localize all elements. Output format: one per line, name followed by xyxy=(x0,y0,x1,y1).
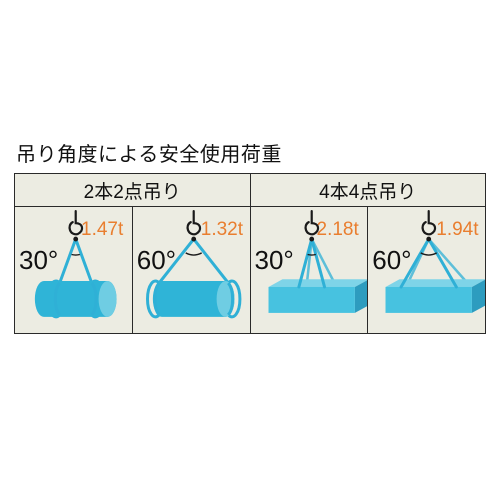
cylinder-sling-icon xyxy=(15,207,132,333)
cell-2pt-30: 30°1.47t xyxy=(15,207,132,333)
page-title: 吊り角度による安全使用荷重 xyxy=(16,138,486,167)
cylinder-sling-icon xyxy=(133,207,250,333)
header-2leg: 2本2点吊り xyxy=(15,174,251,207)
header-4leg: 4本4点吊り xyxy=(250,174,486,207)
cell-4pt-30: 30°2.18t xyxy=(251,207,368,333)
cell-2pt-60: 60°1.32t xyxy=(133,207,250,333)
box-sling-icon xyxy=(368,207,485,333)
box-sling-icon xyxy=(251,207,368,333)
load-table: 2本2点吊り 4本4点吊り 30°1.47t 60°1.32t 30°2.18t… xyxy=(14,173,486,334)
cell-4pt-60: 60°1.94t xyxy=(368,207,485,333)
